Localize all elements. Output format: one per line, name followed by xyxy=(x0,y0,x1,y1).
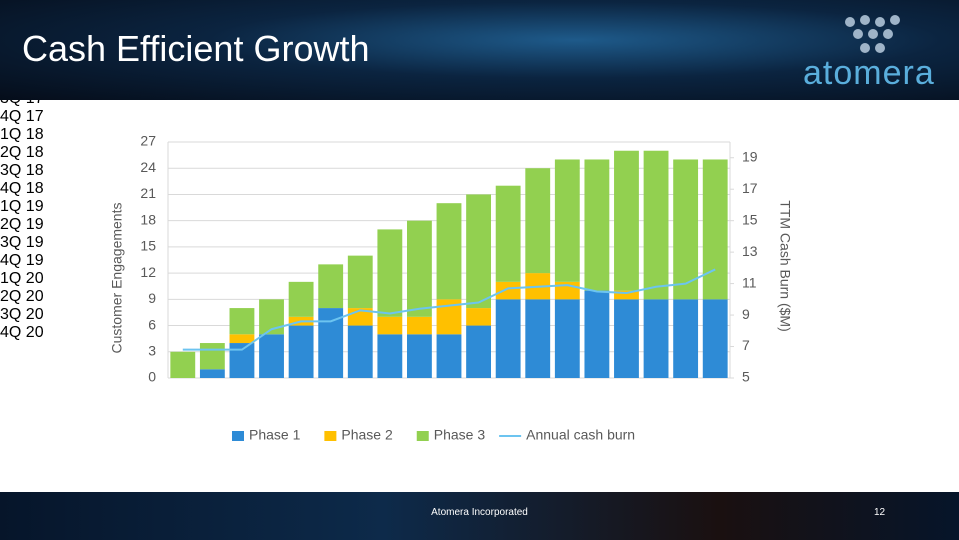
bar-segment xyxy=(554,159,580,282)
header: Cash Efficient Growth atomera xyxy=(0,0,959,100)
bar-segment xyxy=(170,351,196,378)
bar-segment xyxy=(466,325,492,378)
x-tick-label: 3Q 18 xyxy=(0,162,44,179)
bar-segment xyxy=(495,185,521,282)
x-tick-label: 2Q 20 xyxy=(0,288,44,305)
bar-segment xyxy=(199,343,225,370)
y-tick-label: 18 xyxy=(140,211,156,227)
x-tick-label: 2Q 19 xyxy=(0,216,44,233)
slide-title: Cash Efficient Growth xyxy=(22,28,370,69)
bar-segment xyxy=(318,308,344,378)
x-tick-label: 2Q 18 xyxy=(0,144,44,161)
y2-axis-title: TTM Cash Burn ($M) xyxy=(777,200,793,331)
bar-segment xyxy=(525,168,551,274)
line-series xyxy=(182,268,716,351)
y-tick-label: 6 xyxy=(148,316,156,332)
x-tick-label: 3Q 19 xyxy=(0,234,44,251)
y2-tick-label: 13 xyxy=(742,243,758,259)
bar-segment xyxy=(406,316,432,335)
bar-segment xyxy=(288,281,314,317)
logo-text: atomera xyxy=(803,54,935,92)
bar-segment xyxy=(614,299,639,378)
bar-segment xyxy=(614,290,639,300)
bar-segment xyxy=(259,334,284,378)
page-number: 12 xyxy=(874,507,886,518)
bar-segment xyxy=(525,299,551,378)
bar-segment xyxy=(702,159,728,300)
legend-swatch xyxy=(324,431,337,441)
bar-segment xyxy=(436,203,462,300)
bar-segment xyxy=(406,220,432,317)
bar-segment xyxy=(495,281,521,300)
y2-tick-label: 5 xyxy=(742,369,750,385)
bar-segment xyxy=(584,290,610,378)
y2-tick-label: 17 xyxy=(742,180,758,196)
x-tick-label: 4Q 20 xyxy=(0,324,44,341)
y-tick-label: 24 xyxy=(140,159,156,175)
x-tick-label: 3Q 20 xyxy=(0,306,44,323)
y-tick-label: 9 xyxy=(148,290,156,306)
footer: Atomera Incorporated 12 xyxy=(0,492,959,540)
x-tick-label: 1Q 18 xyxy=(0,126,44,143)
bar-segment xyxy=(584,159,610,291)
bar-segment xyxy=(614,150,639,291)
legend-label: Phase 3 xyxy=(434,427,486,443)
bar-segment xyxy=(288,325,314,378)
y-tick-label: 15 xyxy=(140,238,156,254)
y-tick-label: 21 xyxy=(140,185,156,201)
bar-segment xyxy=(229,334,255,344)
bar-segment xyxy=(406,334,432,378)
y-tick-label: 3 xyxy=(148,342,156,358)
bar-segment xyxy=(702,299,728,378)
bar-segment xyxy=(673,299,699,378)
bar-segment xyxy=(377,334,403,378)
x-tick-label: 4Q 18 xyxy=(0,180,44,197)
x-tick-label: 4Q 17 xyxy=(0,108,44,125)
x-tick-label: 1Q 19 xyxy=(0,198,44,215)
chart: Customer Engagements TTM Cash Burn ($M) … xyxy=(109,133,794,443)
y2-tick-label: 11 xyxy=(742,274,757,290)
bar-segment xyxy=(377,316,403,335)
y-axis-title: Customer Engagements xyxy=(109,203,125,354)
y-tick-label: 0 xyxy=(148,369,156,385)
bar-segment xyxy=(466,194,492,309)
footer-company: Atomera Incorporated xyxy=(431,507,528,518)
logo-icon xyxy=(845,15,900,53)
x-tick-label: 1Q 20 xyxy=(0,270,44,287)
bar-segment xyxy=(554,299,580,378)
legend-label: Annual cash burn xyxy=(526,427,635,443)
bar-segment xyxy=(377,229,403,317)
bar-segment xyxy=(347,255,373,309)
x-tick-label: 4Q 19 xyxy=(0,252,44,269)
bar-segment xyxy=(229,308,255,335)
legend-label: Phase 1 xyxy=(249,427,301,443)
bar-segment xyxy=(673,159,699,300)
bar-segment xyxy=(229,343,255,378)
legend-swatch xyxy=(232,431,244,441)
y2-tick-label: 7 xyxy=(742,337,750,353)
bar-segment xyxy=(495,299,521,378)
y2-tick-label: 15 xyxy=(742,211,758,227)
y-tick-label: 27 xyxy=(140,133,156,149)
bar-segment xyxy=(643,299,669,378)
y2-tick-label: 9 xyxy=(742,306,750,322)
legend-label: Phase 2 xyxy=(341,427,393,443)
legend-swatch xyxy=(416,431,429,441)
bar-segment xyxy=(436,334,462,378)
bar-segment xyxy=(318,264,344,309)
y-tick-label: 12 xyxy=(140,264,156,280)
bar-segment xyxy=(199,369,225,378)
bar-segment xyxy=(466,308,492,326)
bar-segment xyxy=(347,325,373,378)
y2-tick-label: 19 xyxy=(742,148,758,164)
bar-segment xyxy=(643,150,669,300)
